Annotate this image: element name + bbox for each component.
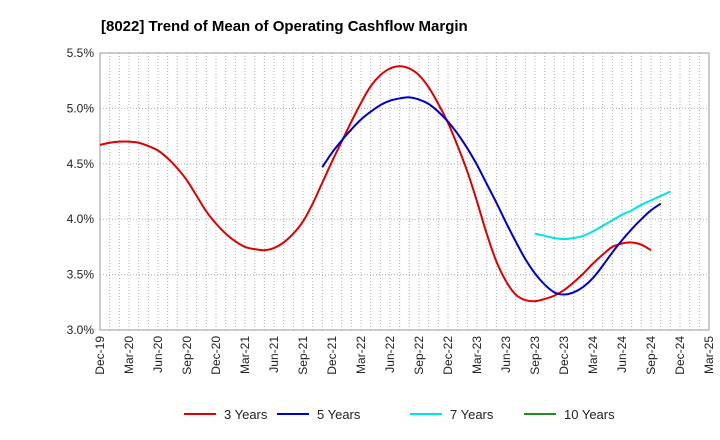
y-tick-label: 4.5% (67, 157, 95, 171)
y-tick-label: 3.5% (67, 268, 95, 282)
legend-label: 7 Years (450, 407, 494, 422)
x-tick-label: Sep-22 (412, 336, 426, 375)
x-tick-label: Jun-20 (151, 336, 165, 373)
series-line-5-years (321, 96, 662, 296)
x-tick-label: Mar-21 (238, 336, 252, 374)
y-tick-label: 3.0% (67, 323, 95, 337)
x-tick-label: Sep-23 (528, 336, 542, 375)
x-tick-label: Dec-19 (93, 336, 107, 375)
x-tick-label: Jun-22 (383, 336, 397, 373)
legend-label: 10 Years (564, 407, 615, 422)
x-tick-label: Dec-24 (673, 336, 687, 375)
series-line-3-years (99, 65, 652, 303)
x-tick-label: Mar-20 (122, 336, 136, 374)
x-tick-label: Mar-23 (470, 336, 484, 374)
x-tick-label: Jun-21 (267, 336, 281, 373)
x-tick-label: Sep-21 (296, 336, 310, 375)
y-axis: 3.0% 3.5% 4.0% 4.5% 5.0% 5.5% (67, 46, 95, 337)
x-tick-label: Dec-20 (209, 336, 223, 375)
grid-lines (100, 53, 709, 330)
x-tick-label: Dec-22 (441, 336, 455, 375)
x-tick-label: Jun-23 (499, 336, 513, 373)
x-axis: Dec-19 Mar-20 Jun-20 Sep-20 Dec-20 Mar-21 Jun-… (93, 336, 716, 375)
x-tick-label: Mar-22 (354, 336, 368, 374)
plot-area (99, 52, 710, 331)
x-tick-label: Jun-24 (615, 336, 629, 373)
chart-title: [8022] Trend of Mean of Operating Cashfl… (101, 18, 468, 35)
x-tick-label: Sep-24 (644, 336, 658, 375)
y-tick-label: 5.0% (67, 101, 95, 115)
y-tick-label: 4.0% (67, 212, 95, 226)
x-tick-label: Mar-24 (586, 336, 600, 374)
series-lines (99, 65, 671, 303)
legend-label: 5 Years (317, 407, 361, 422)
x-tick-label: Sep-20 (180, 336, 194, 375)
x-tick-label: Mar-25 (702, 336, 716, 374)
legend-label: 3 Years (224, 407, 268, 422)
x-tick-label: Dec-21 (325, 336, 339, 375)
x-tick-label: Dec-23 (557, 336, 571, 375)
y-tick-label: 5.5% (67, 46, 95, 60)
legend: 3 Years 5 Years 7 Years 10 Years (184, 407, 615, 422)
series-line-7-years (534, 190, 671, 241)
